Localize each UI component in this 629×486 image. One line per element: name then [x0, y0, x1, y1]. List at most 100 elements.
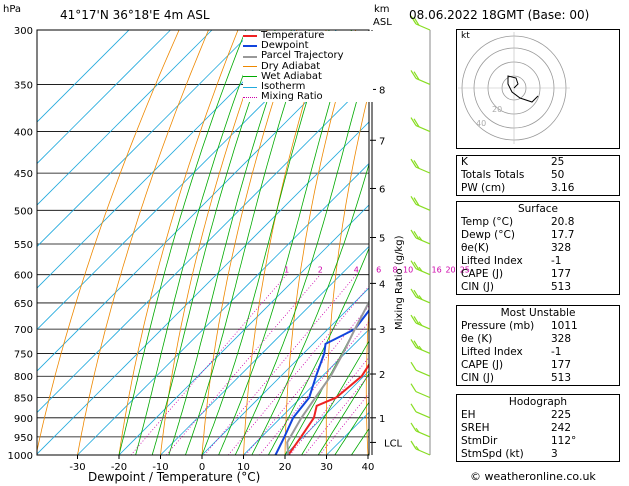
- wind-barb-staff: [415, 411, 431, 419]
- pressure-tick-label: 400: [14, 128, 33, 139]
- surface-name: Temp (°C): [461, 216, 514, 228]
- wind-barb: [410, 70, 431, 85]
- dry-adiabat-line: [243, 30, 327, 455]
- hodograph-kt-label: kt: [461, 31, 470, 41]
- isotherm-line: [37, 30, 296, 289]
- surface-value: 20.8: [551, 216, 575, 228]
- hodo-row: StmSpd (kt) 3: [457, 448, 619, 461]
- height-tick-label: 1: [379, 414, 385, 425]
- height-tick-label: 4: [379, 279, 385, 290]
- wind-barb: [410, 403, 431, 419]
- index-name: K: [461, 156, 468, 168]
- dry-adiabat-line: [405, 30, 444, 455]
- wet-adiabat-line: [151, 30, 276, 455]
- wind-barb-staff: [415, 369, 431, 377]
- dry-adiabat-line: [201, 30, 298, 455]
- index-value: 25: [551, 156, 565, 168]
- dry-adiabat-line: [118, 30, 239, 455]
- mixing-ratio-label: 25: [460, 266, 470, 275]
- mixing-ratio-label: 16: [432, 266, 442, 275]
- mu-value: -1: [551, 346, 562, 358]
- wet-adiabat-line: [218, 30, 352, 455]
- hodo-value: 112°: [551, 435, 577, 447]
- lcl-label: LCL: [384, 438, 403, 449]
- y2-axis-label: Mixing Ratio (g/kg): [394, 235, 405, 330]
- pressure-tick-label: 900: [14, 414, 33, 425]
- wind-barb-flag: [410, 383, 417, 392]
- hodo-name: StmSpd (kt): [461, 448, 524, 460]
- mixing-ratio-label: 4: [354, 266, 359, 275]
- dry-adiabat-line: [160, 30, 268, 455]
- hodo-value: 3: [551, 448, 558, 460]
- height-tick-label: 2: [379, 370, 385, 381]
- hodo-name: SREH: [461, 422, 490, 434]
- copyright-footer[interactable]: © weatheronline.co.uk: [470, 470, 596, 483]
- wind-barb-flag: [413, 71, 420, 81]
- hpa-label: hPa: [3, 4, 22, 15]
- legend-wet-adiabat: Wet Adiabat: [243, 71, 373, 82]
- most-unstable-title: Most Unstable: [500, 307, 576, 319]
- index-row: K 25: [457, 156, 619, 169]
- wind-barb-flag: [413, 197, 420, 206]
- wind-barb-flag: [413, 16, 420, 26]
- hodo-name: StmDir: [461, 435, 498, 447]
- wind-barb-flag: [413, 230, 420, 240]
- mu-value: 328: [551, 333, 572, 345]
- legend-temperature: Temperature: [243, 30, 373, 41]
- wet-adiabat-line: [234, 55, 369, 455]
- hodograph-frame: [456, 29, 620, 149]
- wind-barb-flag: [410, 15, 417, 25]
- surface-value: 17.7: [551, 229, 575, 241]
- hodograph-ring-label: 20: [492, 105, 502, 114]
- mu-value: 1011: [551, 320, 578, 332]
- wind-barb: [410, 422, 431, 438]
- legend-label-temperature: Temperature: [261, 30, 325, 41]
- wind-barb-flag: [413, 289, 420, 299]
- mu-value: 513: [551, 372, 572, 384]
- wind-barb-flag: [410, 403, 417, 413]
- pressure-tick-label: 750: [14, 349, 33, 360]
- surface-name: CAPE (J): [461, 268, 504, 280]
- surface-name: Dewp (°C): [461, 229, 515, 241]
- wind-barb: [410, 260, 431, 276]
- wind-barb-half-flag: [418, 345, 423, 351]
- dry-adiabat-line: [365, 302, 369, 455]
- wind-barb-half-flag: [415, 445, 420, 451]
- pressure-tick-label: 550: [14, 240, 33, 251]
- legend-swatch-mixing-ratio: [243, 96, 257, 98]
- wind-barb-flag: [413, 340, 420, 350]
- legend: Temperature Dewpoint Parcel Trajectory D…: [243, 30, 373, 103]
- most-unstable-box: Most Unstable Pressure (mb) 1011 θe (K) 32…: [456, 305, 620, 386]
- mixing-ratio-label: 10: [403, 266, 413, 275]
- x-tick-label: -30: [69, 462, 85, 473]
- surface-name: Lifted Index: [461, 255, 523, 267]
- isotherm-line: [37, 30, 171, 165]
- index-row: PW (cm) 3.16: [457, 182, 619, 195]
- isotherm-line: [77, 162, 369, 455]
- x-tick-label: -20: [111, 462, 127, 473]
- surface-row: CAPE (J) 177: [457, 268, 619, 281]
- wind-barb: [410, 158, 431, 174]
- wind-barb-flag: [410, 117, 417, 126]
- legend-mixing-ratio: Mixing Ratio: [243, 92, 373, 102]
- wind-barb: [410, 196, 431, 211]
- wind-barb-flag: [413, 160, 420, 169]
- surface-row: Dewp (°C) 17.7: [457, 229, 619, 242]
- isotherm-line: [37, 30, 130, 123]
- legend-dewpoint: Dewpoint: [243, 40, 373, 51]
- pressure-tick-label: 350: [14, 80, 33, 91]
- legend-label-parcel: Parcel Trajectory: [261, 50, 344, 62]
- surface-value: 177: [551, 268, 572, 280]
- x-tick-label: -10: [152, 462, 168, 473]
- wind-barb: [410, 361, 431, 377]
- date-title: 08.06.2022 18GMT (Base: 00): [409, 8, 590, 22]
- pressure-tick-label: 450: [14, 169, 33, 180]
- isotherm-line: [37, 30, 213, 206]
- height-tick-label: 6: [379, 184, 385, 195]
- surface-name: CIN (J): [461, 281, 494, 293]
- isotherm-line: [201, 287, 369, 455]
- hodograph-box: Hodograph EH 225 SREH 242 StmDir 112° StmSp…: [456, 394, 620, 462]
- index-value: 3.16: [551, 182, 575, 194]
- wind-barb-flag: [410, 229, 417, 239]
- pressure-tick-label: 850: [14, 394, 33, 405]
